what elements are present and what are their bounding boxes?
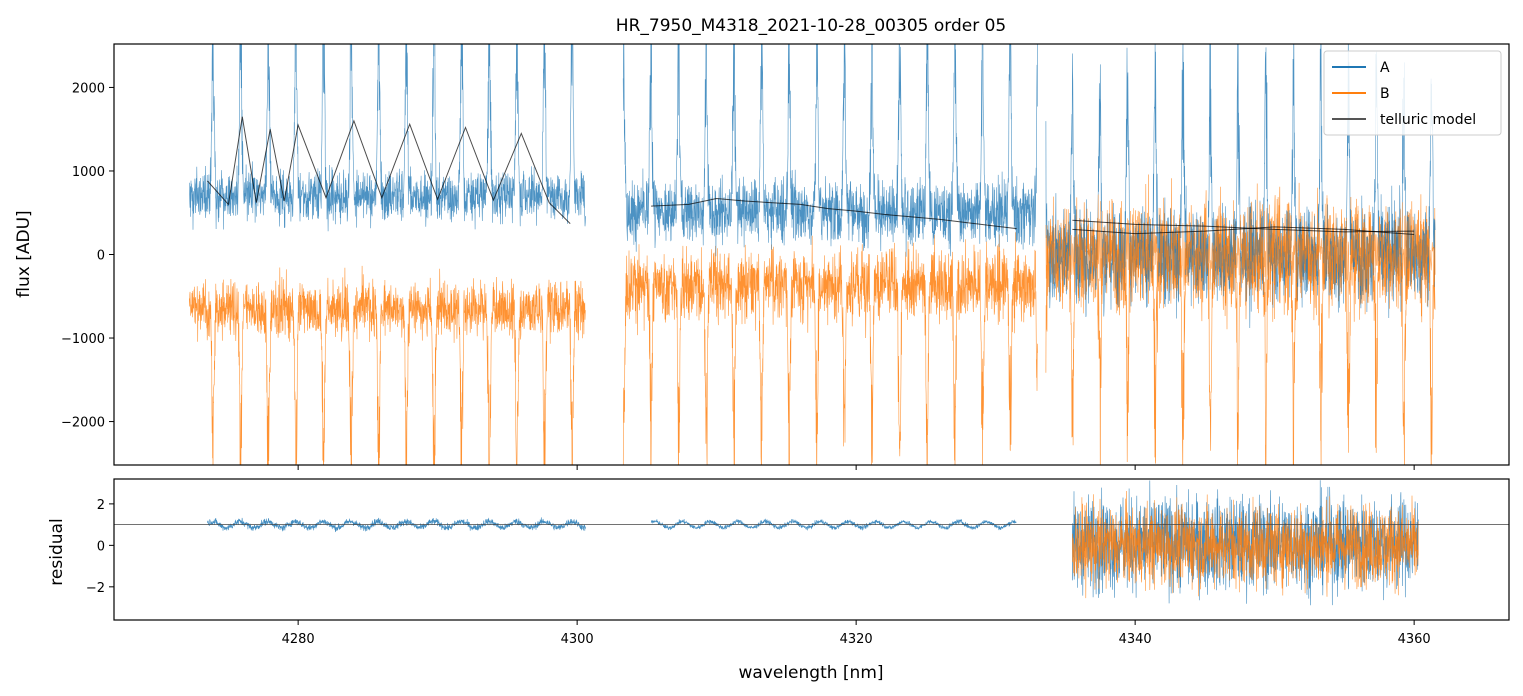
legend-label-telluric: telluric model — [1380, 112, 1476, 128]
residual-axes-frame — [113, 478, 1510, 621]
telluric-model-segment-2 — [1072, 219, 1415, 233]
residual-x-tick-label: 4300 — [561, 632, 594, 647]
telluric-model-segment-0 — [207, 116, 571, 224]
residual-data-layer — [114, 480, 1509, 606]
series-a-segment-0 — [189, 44, 586, 232]
residual-x-tick-label: 4280 — [282, 632, 315, 647]
series-a-segment-1 — [622, 44, 1038, 257]
main-y-tick-label: 0 — [97, 249, 105, 264]
residual-series-b-segment-3 — [1072, 490, 1419, 599]
main-y-tick-label: 2000 — [72, 81, 105, 96]
main-y-tick-label: 1000 — [72, 165, 105, 180]
residual-series-a-segment-1 — [650, 518, 1017, 531]
main-y-axis-label: flux [ADU] — [14, 210, 34, 297]
residual-y-tick-label: 2 — [97, 498, 105, 513]
main-y-ticks: −2000 −1000 0 1000 2000 — [61, 81, 114, 431]
main-data-layer — [189, 44, 1436, 465]
residual-panel: −2 0 2 4280 4300 4320 4340 4360 residual wavel… — [47, 478, 1510, 683]
residual-x-tick-label: 4360 — [1398, 632, 1431, 647]
residual-y-axis-label: residual — [47, 518, 67, 585]
residual-x-ticks: 4280 4300 4320 4340 4360 — [282, 620, 1431, 647]
legend-box — [1323, 50, 1502, 136]
chart-title: HR_7950_M4318_2021-10-28_00305 order 05 — [616, 16, 1006, 36]
legend-label-b: B — [1380, 86, 1390, 102]
series-b-overlay — [1045, 194, 1436, 314]
series-b-segment-0 — [189, 265, 586, 465]
main-panel: −2000 −1000 0 1000 2000 flux [ADU] A B tellu… — [14, 43, 1510, 470]
main-y-tick-label: −2000 — [61, 416, 105, 431]
x-axis-label: wavelength [nm] — [738, 663, 883, 683]
residual-y-tick-label: −2 — [86, 581, 105, 596]
series-b-segment-1 — [622, 232, 1038, 465]
legend-label-a: A — [1380, 60, 1390, 76]
residual-x-tick-label: 4320 — [840, 632, 873, 647]
residual-y-ticks: −2 0 2 — [86, 498, 114, 596]
telluric-model-segment-1 — [651, 197, 1017, 230]
residual-y-tick-label: 0 — [97, 539, 105, 554]
legend: A B telluric model — [1323, 50, 1502, 136]
residual-series-a-segment-0 — [207, 517, 586, 533]
telluric-model-segment-3 — [1072, 226, 1415, 235]
main-y-tick-label: −1000 — [61, 332, 105, 347]
residual-x-tick-label: 4340 — [1119, 632, 1152, 647]
main-x-ticks — [297, 465, 1415, 470]
